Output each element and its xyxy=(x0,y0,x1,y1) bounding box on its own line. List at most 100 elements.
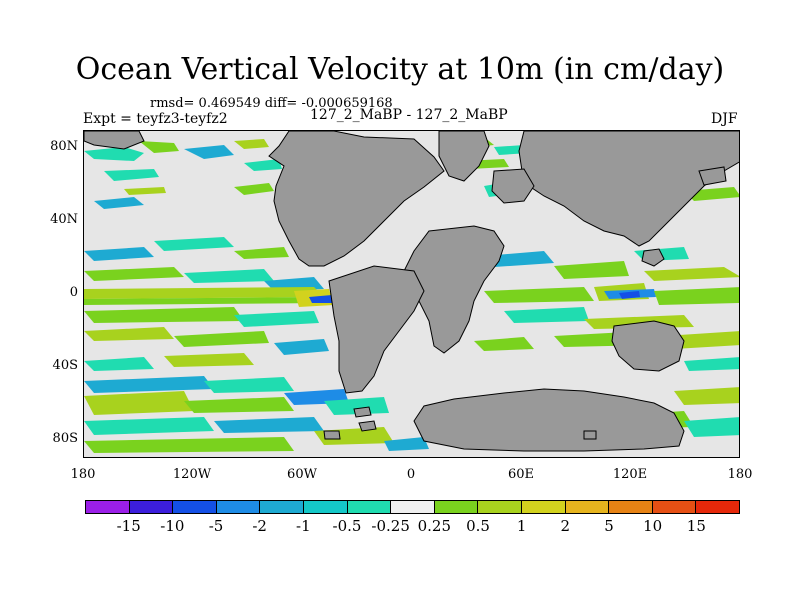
velocity-patch xyxy=(684,417,739,437)
colorbar-label: 15 xyxy=(686,517,706,535)
velocity-patch xyxy=(484,287,594,303)
velocity-patch xyxy=(214,417,324,433)
velocity-patch xyxy=(644,267,739,281)
colorbar-box xyxy=(609,501,653,513)
velocity-patch xyxy=(84,297,329,305)
experiment-label: Expt = teyfz3-teyfz2 xyxy=(83,111,228,127)
land-island xyxy=(358,420,377,432)
velocity-patch xyxy=(84,147,144,161)
velocity-patch xyxy=(684,357,739,371)
colorbar-box xyxy=(696,501,739,513)
colorbar-label: -2 xyxy=(252,517,267,535)
colorbar-label: 1 xyxy=(516,517,527,535)
land-north-america xyxy=(268,131,445,267)
lon-label: 180 xyxy=(70,467,96,482)
velocity-patch xyxy=(204,377,294,393)
lon-label: 0 xyxy=(406,467,416,482)
velocity-patch xyxy=(84,391,194,415)
land-island xyxy=(353,406,372,418)
velocity-patch xyxy=(274,339,329,355)
velocity-patch xyxy=(309,295,334,303)
lon-label: 180 xyxy=(727,467,753,482)
velocity-patch xyxy=(84,417,214,435)
velocity-patch xyxy=(94,197,144,209)
colorbar-box xyxy=(521,501,566,513)
land-island xyxy=(698,166,727,186)
land-masses xyxy=(84,131,739,452)
land-island xyxy=(583,430,597,440)
colorbar-box xyxy=(173,501,217,513)
velocity-patch xyxy=(84,327,174,341)
colorbar-box xyxy=(129,501,174,513)
land-southeast-asia xyxy=(641,248,665,267)
map-canvas xyxy=(84,131,739,453)
velocity-patch xyxy=(234,311,319,327)
colorbar-box xyxy=(86,501,130,513)
colorbar-label: 5 xyxy=(604,517,614,535)
colorbar-box xyxy=(391,501,435,513)
colorbar xyxy=(85,500,740,514)
plot-title: Ocean Vertical Velocity at 10m (in cm/da… xyxy=(75,52,725,87)
colorbar-label: -10 xyxy=(160,517,185,535)
velocity-patch xyxy=(84,287,324,299)
colorbar-label: -5 xyxy=(208,517,224,535)
velocity-patch xyxy=(674,387,739,405)
velocity-patch xyxy=(184,145,234,159)
lon-label: 120E xyxy=(612,467,648,482)
land-greenland xyxy=(438,131,490,182)
colorbar-box xyxy=(565,501,610,513)
velocity-patch xyxy=(619,291,640,299)
velocity-patch xyxy=(184,397,294,413)
velocity-patch xyxy=(474,337,534,351)
case-comparison-label: 127_2_MaBP - 127_2_MaBP xyxy=(310,107,508,123)
map-panel xyxy=(83,130,740,458)
velocity-patch xyxy=(164,353,254,367)
velocity-patch xyxy=(139,141,179,153)
season-label: DJF xyxy=(711,111,738,127)
velocity-patch xyxy=(324,397,389,415)
velocity-patch xyxy=(554,261,629,279)
velocity-patch xyxy=(244,159,282,171)
land-australia xyxy=(611,320,685,372)
velocity-patch xyxy=(84,267,184,281)
land-eurasia xyxy=(518,131,739,247)
land-europe xyxy=(491,168,535,204)
velocity-patch xyxy=(234,183,274,195)
velocity-patch xyxy=(84,357,154,371)
lon-label: 60W xyxy=(287,467,317,482)
velocity-patch xyxy=(84,437,294,453)
colorbar-label: 0.5 xyxy=(466,517,490,535)
lat-label: 80N xyxy=(50,139,78,154)
lat-label: 80S xyxy=(52,431,78,446)
colorbar-label: -15 xyxy=(116,517,141,535)
velocity-patch xyxy=(234,139,269,149)
velocity-patch xyxy=(384,437,429,451)
colorbar-label: 0.25 xyxy=(417,517,452,535)
colorbar-box xyxy=(303,501,348,513)
velocity-patch xyxy=(174,331,269,347)
velocity-patch xyxy=(154,237,234,251)
velocity-patch xyxy=(84,376,214,393)
velocity-patch xyxy=(654,287,739,305)
lon-label: 60E xyxy=(507,467,535,482)
velocity-patch xyxy=(84,307,244,323)
colorbar-label: -1 xyxy=(296,517,311,535)
colorbar-box xyxy=(347,501,392,513)
lon-label: 120W xyxy=(172,467,212,482)
land-antarctica xyxy=(413,388,685,452)
land-island xyxy=(323,430,341,440)
colorbar-label: -0.25 xyxy=(371,517,410,535)
velocity-patch xyxy=(184,269,274,283)
land-south-america xyxy=(328,265,425,394)
lat-label: 40N xyxy=(50,212,78,227)
colorbar-label: 2 xyxy=(560,517,571,535)
stats-text: rmsd= 0.469549 diff= -0.000659168 xyxy=(150,96,393,111)
colorbar-label: -0.5 xyxy=(332,517,362,535)
land-island xyxy=(84,131,145,150)
colorbar-box xyxy=(260,501,304,513)
lat-label: 0 xyxy=(69,285,78,300)
colorbar-box xyxy=(478,501,522,513)
colorbar-box xyxy=(216,501,261,513)
colorbar-box xyxy=(434,501,479,513)
colorbar-label: 10 xyxy=(643,517,663,535)
